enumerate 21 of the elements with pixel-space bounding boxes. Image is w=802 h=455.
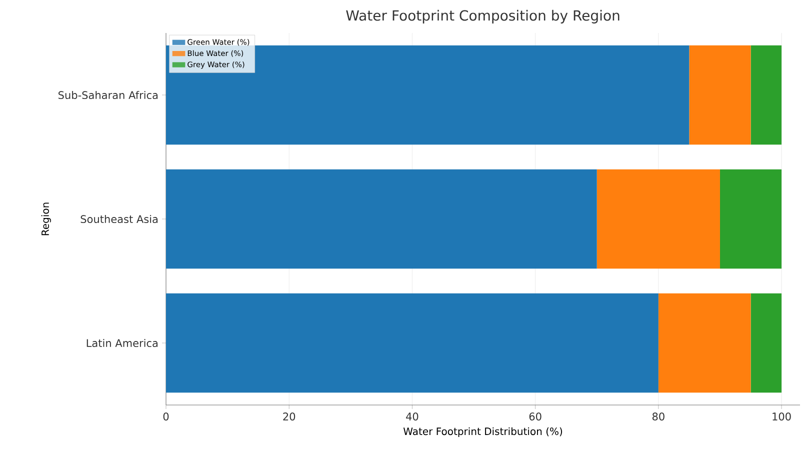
bar — [750, 45, 782, 145]
bar — [166, 45, 690, 145]
x-axis-title: Water Footprint Distribution (%) — [403, 427, 562, 438]
bar — [166, 293, 658, 393]
bar — [689, 45, 751, 145]
bar — [720, 169, 782, 269]
x-tick-label: 20 — [283, 412, 296, 420]
bar — [658, 293, 751, 393]
y-axis-title: Region — [41, 202, 51, 236]
x-tick-label: 100 — [772, 412, 791, 420]
bar — [596, 169, 720, 269]
chart-title: Water Footprint Composition by Region — [346, 10, 620, 24]
bar — [166, 169, 597, 269]
y-tick-label: Southeast Asia — [80, 214, 158, 224]
y-tick-label: Sub-Saharan Africa — [58, 90, 158, 100]
x-tick-label: 0 — [163, 412, 169, 420]
bar — [750, 293, 782, 393]
x-tick-label: 40 — [406, 412, 418, 420]
y-tick-label: Latin America — [86, 338, 158, 348]
x-tick-label: 80 — [652, 412, 664, 420]
x-tick-label: 60 — [529, 412, 542, 420]
